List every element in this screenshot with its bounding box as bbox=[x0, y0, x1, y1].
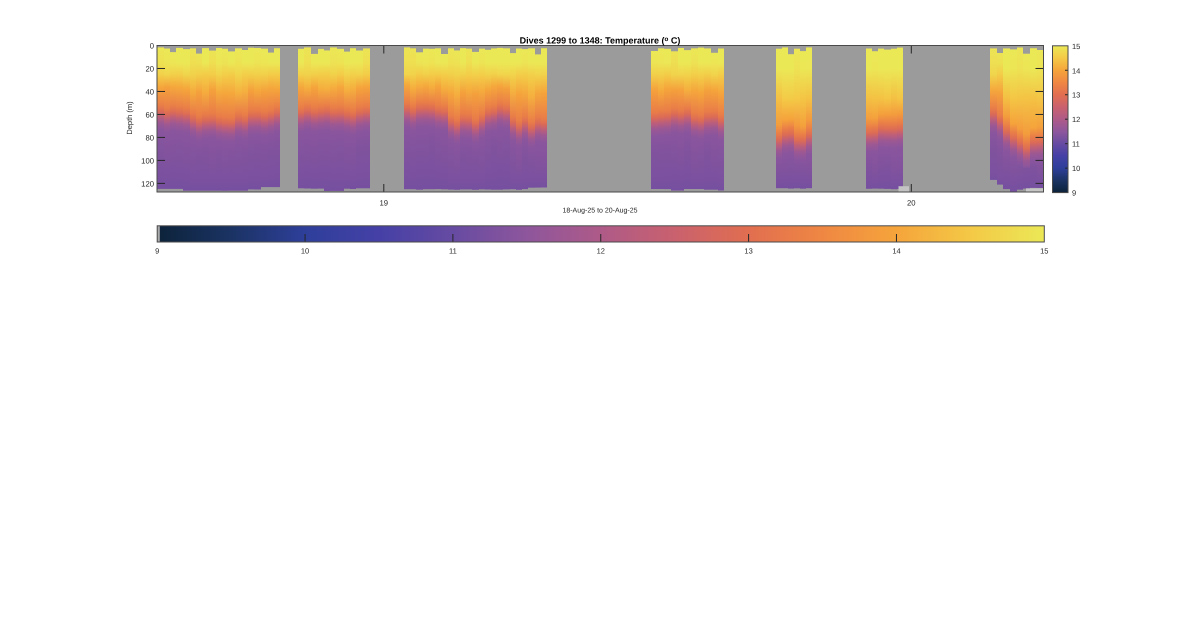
svg-text:9: 9 bbox=[1072, 189, 1076, 198]
svg-text:10: 10 bbox=[301, 246, 309, 255]
svg-text:15: 15 bbox=[1072, 42, 1080, 51]
svg-text:120: 120 bbox=[141, 179, 154, 188]
svg-text:9: 9 bbox=[155, 246, 159, 255]
svg-text:Dives 1299 to 1348: Temperatur: Dives 1299 to 1348: Temperature (o C) bbox=[520, 36, 681, 46]
svg-text:11: 11 bbox=[1072, 140, 1080, 149]
svg-text:14: 14 bbox=[1072, 66, 1080, 75]
svg-text:40: 40 bbox=[145, 88, 154, 97]
svg-text:20: 20 bbox=[907, 198, 916, 207]
svg-text:14: 14 bbox=[892, 246, 900, 255]
svg-text:20: 20 bbox=[145, 65, 154, 74]
svg-text:11: 11 bbox=[449, 246, 457, 255]
svg-text:19: 19 bbox=[380, 198, 389, 207]
svg-text:13: 13 bbox=[744, 246, 752, 255]
svg-text:Depth (m): Depth (m) bbox=[125, 101, 134, 135]
svg-text:60: 60 bbox=[145, 110, 154, 119]
svg-text:15: 15 bbox=[1040, 246, 1048, 255]
svg-text:12: 12 bbox=[597, 246, 605, 255]
svg-text:18-Aug-25 to 20-Aug-25: 18-Aug-25 to 20-Aug-25 bbox=[562, 208, 637, 215]
svg-text:100: 100 bbox=[141, 156, 154, 165]
svg-text:13: 13 bbox=[1072, 91, 1080, 100]
svg-text:80: 80 bbox=[145, 133, 154, 142]
svg-text:0: 0 bbox=[150, 42, 154, 51]
svg-text:12: 12 bbox=[1072, 115, 1080, 124]
svg-text:10: 10 bbox=[1072, 164, 1080, 173]
